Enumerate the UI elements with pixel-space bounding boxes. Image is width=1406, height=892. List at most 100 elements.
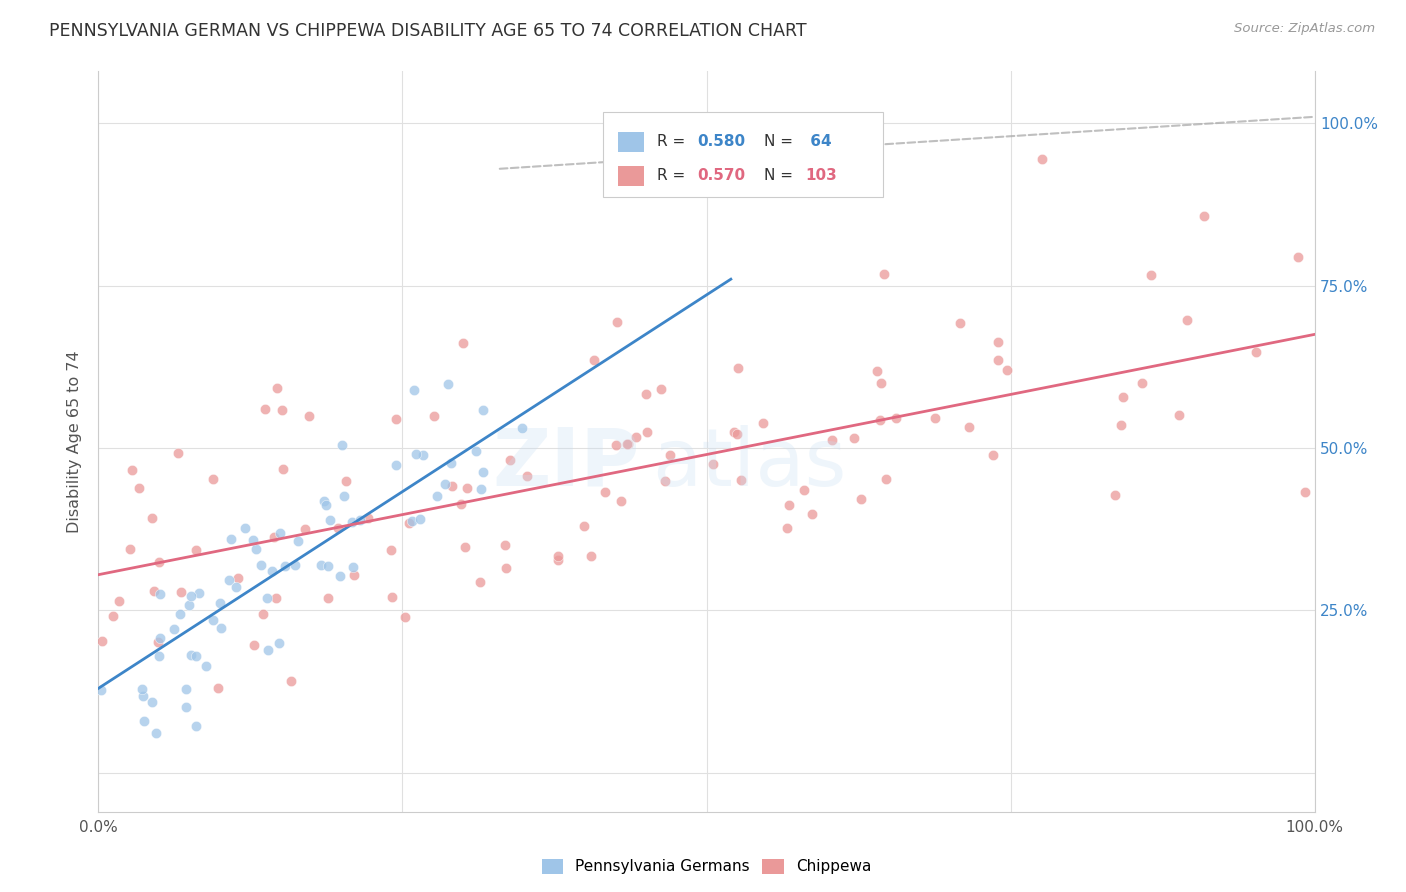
Point <box>1286 250 1309 264</box>
Point <box>242 533 264 548</box>
Point <box>342 559 364 574</box>
Point <box>401 514 423 528</box>
Point <box>1109 417 1132 432</box>
Point <box>465 443 488 458</box>
Point <box>1167 409 1189 423</box>
Point <box>184 543 207 558</box>
Point <box>131 682 153 697</box>
Point <box>468 574 491 589</box>
Point <box>90 683 112 698</box>
Point <box>257 643 280 657</box>
Text: PENNSYLVANIA GERMAN VS CHIPPEWA DISABILITY AGE 65 TO 74 CORRELATION CHART: PENNSYLVANIA GERMAN VS CHIPPEWA DISABILI… <box>49 22 807 40</box>
Point <box>309 558 332 572</box>
Point <box>340 515 363 529</box>
Point <box>316 591 339 605</box>
Point <box>169 607 191 622</box>
Text: 103: 103 <box>806 169 837 184</box>
Point <box>329 568 352 582</box>
Point <box>499 453 522 467</box>
Legend: Pennsylvania Germans, Chippewa: Pennsylvania Germans, Chippewa <box>541 859 872 874</box>
Point <box>1192 210 1215 224</box>
Point <box>412 448 434 462</box>
Point <box>987 334 1010 349</box>
Point <box>456 482 478 496</box>
Point <box>776 521 799 535</box>
Point <box>132 714 155 728</box>
Point <box>267 635 290 649</box>
Text: 0.570: 0.570 <box>697 169 745 184</box>
Point <box>650 383 672 397</box>
Point <box>472 403 495 417</box>
Point <box>263 531 285 545</box>
Point <box>516 468 538 483</box>
Text: N =: N = <box>763 135 797 149</box>
Point <box>225 580 247 594</box>
Point <box>385 411 408 425</box>
Text: N =: N = <box>763 169 797 184</box>
Point <box>636 425 658 439</box>
Point <box>287 533 309 548</box>
Point <box>260 564 283 578</box>
Point <box>166 445 188 459</box>
Point <box>844 431 866 445</box>
Point <box>1130 376 1153 390</box>
Point <box>402 384 425 398</box>
Point <box>266 381 288 395</box>
Point <box>319 513 342 527</box>
Point <box>593 484 616 499</box>
Point <box>315 498 337 512</box>
Point <box>440 456 463 470</box>
Point <box>226 571 249 585</box>
Point <box>725 427 748 442</box>
Point <box>866 364 889 378</box>
Point <box>343 568 366 582</box>
Text: R =: R = <box>657 169 690 184</box>
Point <box>201 614 224 628</box>
Point <box>605 438 627 452</box>
Point <box>610 494 633 508</box>
Point <box>384 458 406 472</box>
Point <box>274 559 297 574</box>
Point <box>184 648 207 663</box>
Point <box>271 462 294 476</box>
Point <box>218 573 240 587</box>
Point <box>149 631 172 645</box>
Point <box>209 621 232 635</box>
Point <box>163 622 186 636</box>
Point <box>357 511 380 525</box>
Point <box>201 472 224 486</box>
Point <box>617 436 640 450</box>
Point <box>793 483 815 497</box>
Point <box>616 437 638 451</box>
Point <box>107 594 129 608</box>
Point <box>471 465 494 479</box>
Point <box>924 411 946 425</box>
Point <box>174 700 197 714</box>
Bar <box>617 166 644 186</box>
Point <box>778 498 800 512</box>
Point <box>145 725 167 739</box>
Point <box>91 634 114 648</box>
Point <box>148 555 170 569</box>
Point <box>195 659 218 673</box>
Point <box>702 457 724 471</box>
Point <box>328 521 350 535</box>
Point <box>128 481 150 495</box>
Point <box>207 681 229 695</box>
Point <box>394 609 416 624</box>
Point <box>398 516 420 531</box>
Point <box>870 376 893 391</box>
Point <box>801 507 824 521</box>
Point <box>1104 488 1126 502</box>
Point <box>208 596 231 610</box>
Point <box>148 634 170 648</box>
Point <box>423 409 446 423</box>
Point <box>727 361 749 376</box>
Point <box>177 599 200 613</box>
Point <box>188 586 211 600</box>
Point <box>470 482 492 496</box>
Point <box>579 549 602 564</box>
Point <box>510 421 533 435</box>
Point <box>330 438 353 452</box>
Bar <box>617 131 644 153</box>
